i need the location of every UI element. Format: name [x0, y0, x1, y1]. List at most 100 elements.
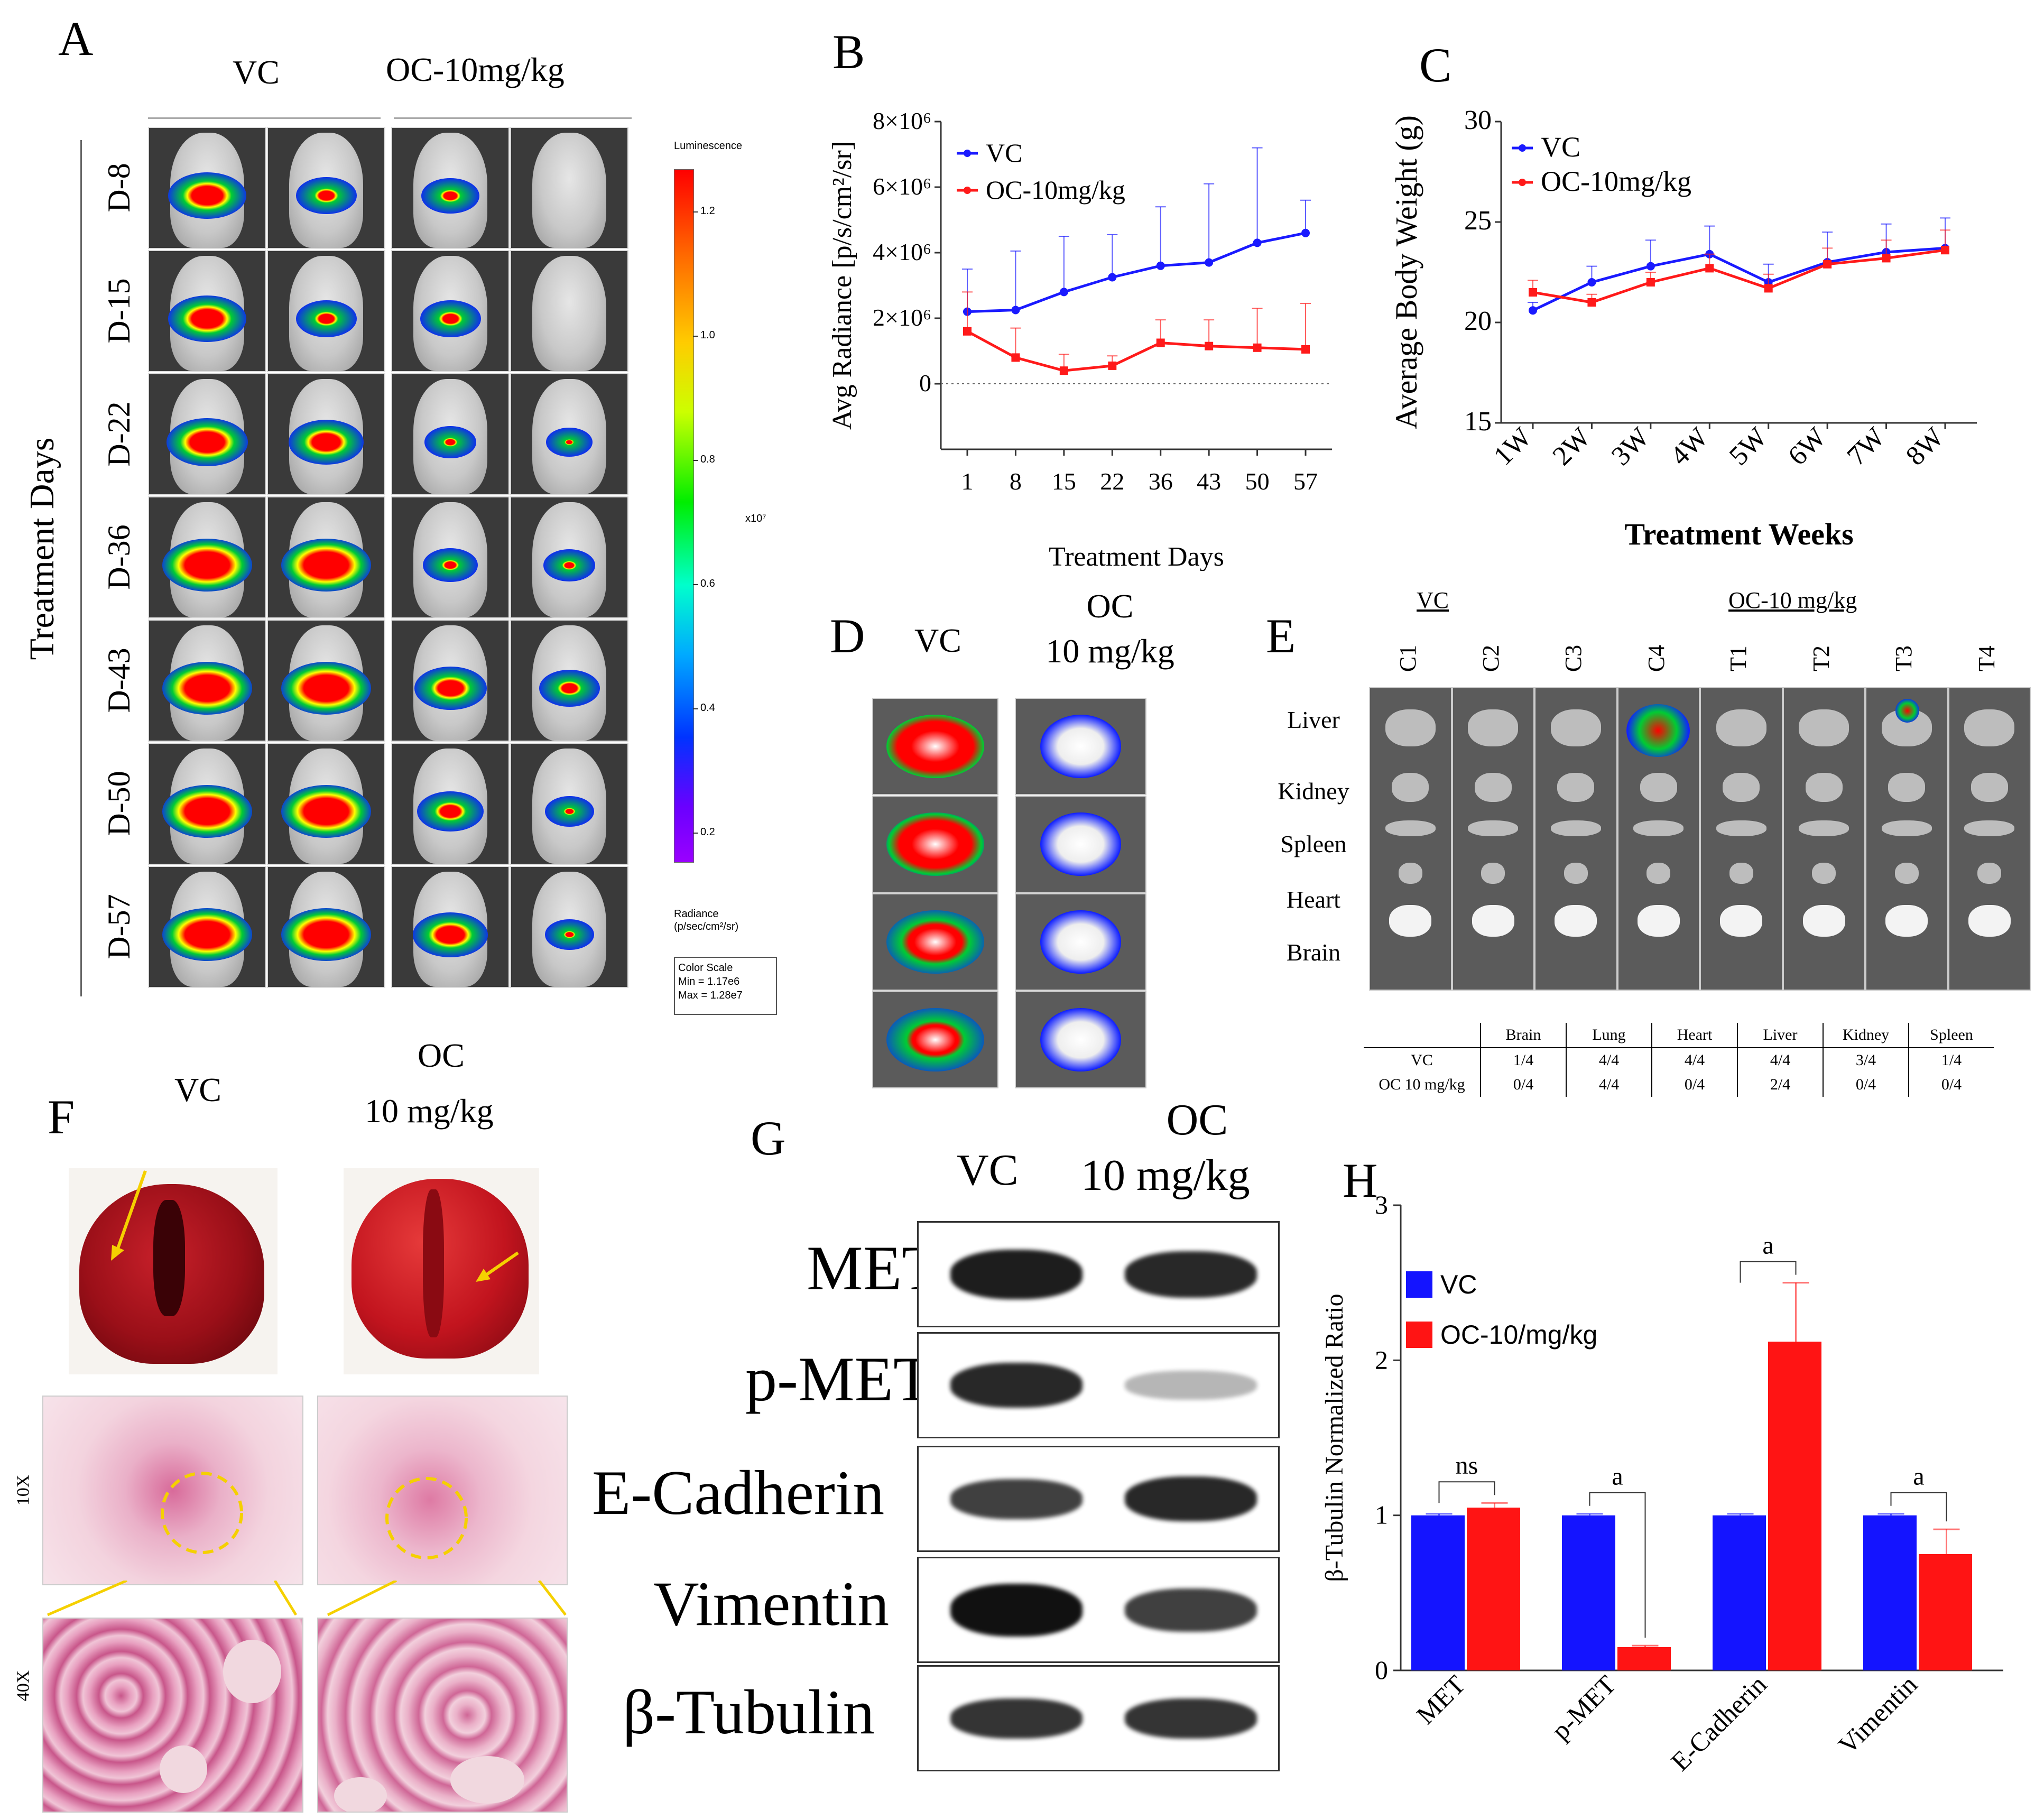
bioluminescence-signal — [162, 908, 252, 962]
bioluminescence-signal — [417, 791, 484, 832]
lung-signal — [1040, 715, 1121, 778]
table-header-cell: Spleen — [1909, 1023, 1994, 1048]
organ-heart — [1977, 863, 2002, 884]
x-tick-label: MET — [1411, 1669, 1471, 1730]
lung-lum-vc-1 — [872, 698, 998, 795]
bioluminescence-signal — [166, 418, 248, 466]
histology-vc-40x — [42, 1618, 303, 1813]
table-row: VC 1/4 4/4 4/4 4/4 3/4 1/4 — [1364, 1048, 1994, 1073]
data-point — [1941, 246, 1949, 255]
colorbar-tick-mark — [693, 833, 698, 834]
blot-label--tubulin: β-Tubulin — [623, 1677, 875, 1747]
data-point — [1823, 260, 1832, 269]
lung-lum-oc-4 — [1015, 991, 1146, 1088]
bioluminescence-signal — [295, 300, 357, 338]
table-cell: 0/4 — [1481, 1073, 1567, 1097]
bar-oc-vimentin — [1919, 1554, 1972, 1670]
band-vc — [950, 1583, 1083, 1637]
mouse-d-57-3 — [391, 866, 510, 988]
x-tick-label: 5W — [1724, 422, 1773, 471]
panel-d-oc-header-line2: 10 mg/kg — [1046, 632, 1174, 670]
mouse-d-50-3 — [391, 743, 510, 865]
colorbar-title: Luminescence — [674, 140, 742, 152]
table-header-cell: Kidney — [1823, 1023, 1909, 1048]
colorbar-unit-line1: Radiance — [674, 908, 719, 920]
organ-column-label-c4: C4 — [1643, 644, 1669, 672]
bar-vc-vimentin — [1863, 1515, 1917, 1670]
mouse-d-22-3 — [391, 373, 510, 495]
significance-bracket — [1438, 1481, 1495, 1503]
panel-label-h: H — [1343, 1153, 1378, 1207]
organ-row-label-liver: Liver — [1287, 706, 1340, 733]
mouse-d-43-3 — [391, 620, 510, 742]
bioluminescence-signal — [414, 667, 487, 710]
legend-marker — [964, 150, 971, 157]
bioluminescence-signal — [281, 539, 371, 592]
organ-column-label-t4: T4 — [1973, 645, 2000, 671]
zoom-lines — [47, 1581, 567, 1616]
data-point — [963, 327, 972, 336]
data-point — [1011, 306, 1020, 315]
mouse-d-22-2 — [267, 373, 385, 495]
data-point — [1156, 338, 1165, 347]
series-line-0 — [967, 232, 1306, 313]
legend-swatch — [1406, 1322, 1432, 1348]
lung-signal — [886, 910, 984, 974]
panel-a-oc-underline — [394, 117, 632, 119]
data-point — [1059, 288, 1068, 297]
organ-spleen — [1633, 820, 1684, 836]
blot-box-5 — [917, 1665, 1280, 1771]
organ-brain — [1472, 905, 1514, 937]
x-tick-label: 7W — [1842, 422, 1891, 471]
organ-heart — [1729, 863, 1753, 884]
mouse-d-22-1 — [148, 373, 266, 495]
bioluminescence-signal — [281, 908, 371, 962]
table-header-cell — [1364, 1023, 1481, 1048]
x-tick-label: 57 — [1293, 468, 1318, 495]
lung-signal — [1040, 910, 1121, 974]
colorbar-tick-label: 0.4 — [700, 702, 715, 714]
y-tick-label: 0 — [1375, 1655, 1388, 1685]
x-tick-label: 1W — [1488, 422, 1537, 471]
table-cell: OC 10 mg/kg — [1364, 1073, 1481, 1097]
band-oc — [1125, 1371, 1257, 1400]
organ-row-label-brain: Brain — [1286, 939, 1341, 966]
organ-liver — [1964, 709, 2015, 746]
y-axis-label: β-Tubulin Normalized Ratio — [1320, 1294, 1348, 1582]
bioluminescence-signal — [421, 178, 479, 214]
colorbar-tick-mark — [693, 211, 698, 213]
lung-lum-vc-3 — [872, 893, 998, 991]
y-tick-label: 3 — [1375, 1195, 1388, 1220]
data-point — [1646, 278, 1655, 287]
row-label-d-36: D-36 — [101, 524, 136, 590]
blot-box-2 — [917, 1332, 1280, 1438]
mag-label-10x: 10X — [13, 1474, 33, 1506]
organ-liver — [1385, 709, 1436, 746]
panel-f-oc-header-line1: OC — [418, 1037, 465, 1074]
row-label-d-15: D-15 — [101, 278, 136, 344]
organ-heart — [1481, 863, 1505, 884]
colorbar-tick-mark — [693, 336, 698, 337]
lung-lum-vc-2 — [872, 796, 998, 893]
mouse-d-15-3 — [391, 250, 510, 372]
organ-liver — [1799, 709, 1849, 746]
table-cell: 3/4 — [1823, 1048, 1909, 1073]
legend-marker — [1519, 179, 1526, 186]
significance-bracket — [1740, 1261, 1797, 1283]
mouse-body — [532, 133, 607, 248]
chart-b-avg-radiance: 0 2×10⁶ 4×10⁶ 6×10⁶ 8×10⁶ 1 8 15 22 36 43 50 57 VC OC-… — [827, 107, 1332, 571]
organ-brain — [1968, 905, 2011, 937]
table-header-cell: Lung — [1566, 1023, 1652, 1048]
organ-spleen — [1468, 820, 1519, 836]
color-scale-box: Color Scale Min = 1.17e6 Max = 1.28e7 — [674, 957, 777, 1015]
row-label-d-57: D-57 — [101, 894, 136, 959]
data-point — [1108, 361, 1117, 370]
table-row: OC 10 mg/kg 0/4 4/4 0/4 2/4 0/4 0/4 — [1364, 1073, 1994, 1097]
bioluminescence-signal — [423, 548, 478, 583]
panel-label-a: A — [58, 12, 94, 66]
row-label-d-43: D-43 — [101, 648, 136, 713]
liver-metastasis-signal — [1895, 699, 1919, 723]
x-tick-label: 6W — [1782, 422, 1832, 471]
y-tick-label: 25 — [1464, 206, 1492, 236]
organ-column-c2 — [1451, 687, 1534, 991]
